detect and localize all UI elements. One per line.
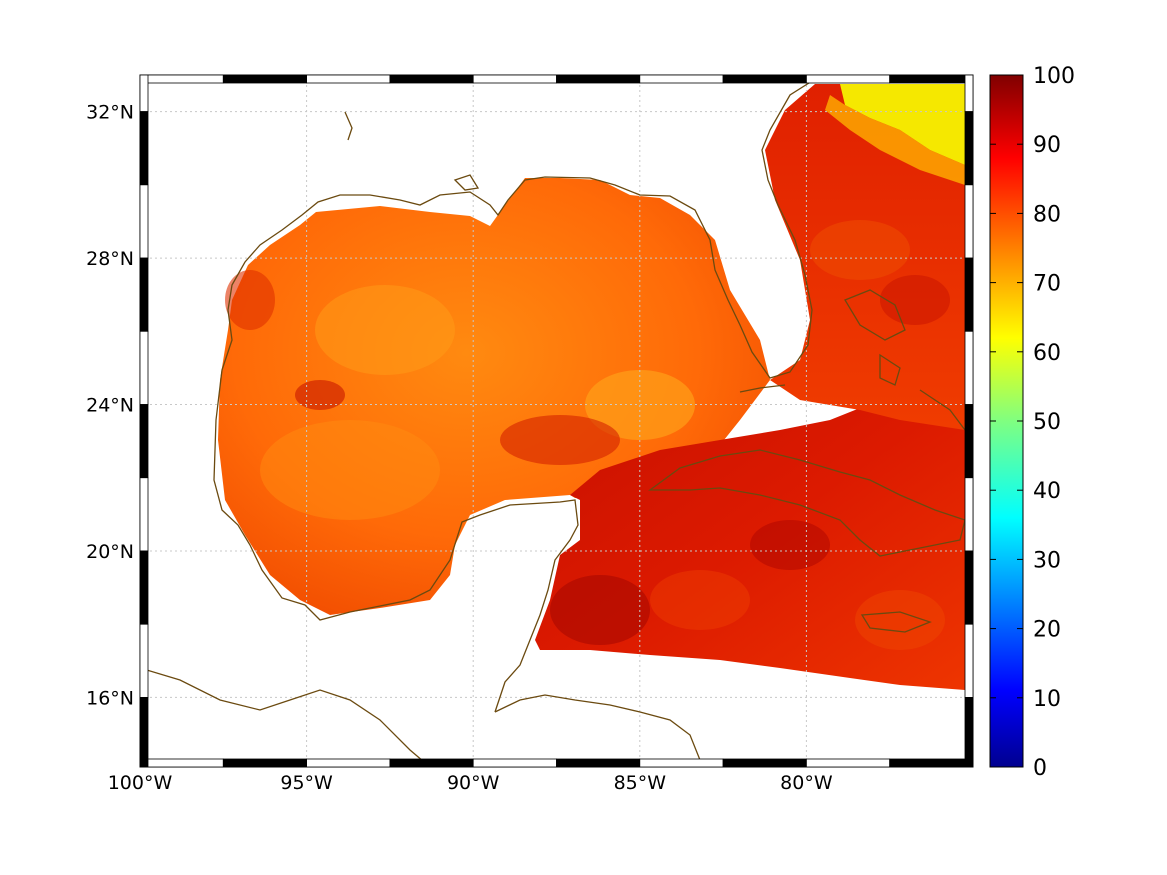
coast-bahamas (844, 289, 906, 341)
colorbar-tick-label: 40 (1033, 479, 1061, 504)
frame-bar-segment (806, 74, 891, 84)
frame-bar-segment (964, 111, 974, 186)
lon-tick-label: 80°W (780, 772, 833, 794)
swirl-dark (225, 270, 275, 330)
frame-bar-segment (964, 477, 974, 552)
frame-bar-segment (556, 74, 641, 84)
frame-bar-segment (639, 74, 724, 84)
coast-bahamas (919, 389, 966, 431)
lat-tick-label: 16°N (86, 687, 134, 709)
lon-tick-label: 90°W (447, 772, 500, 794)
frame-bar-segment (139, 330, 149, 405)
colorbar-tick-label: 10 (1033, 687, 1061, 712)
frame-bar-segment (964, 697, 974, 768)
atl-light (810, 220, 910, 280)
colorbar-tick-label: 80 (1033, 202, 1061, 227)
frame-bar-segment (964, 74, 974, 113)
frame-bar-segment (222, 758, 308, 768)
lat-tick-labels: 32°N 28°N 24°N 20°N 16°N (86, 102, 134, 710)
frame-bar-segment (222, 74, 308, 84)
lon-tick-label: 95°W (280, 772, 333, 794)
colorbar-tick-label: 90 (1033, 133, 1061, 158)
frame-bar-segment (139, 623, 149, 698)
frame-bar-segment (472, 74, 557, 84)
frame-bar-segment (556, 758, 641, 768)
lon-tick-label: 100°W (108, 772, 173, 794)
carib-dark (550, 575, 650, 645)
coast-cuba (648, 449, 966, 557)
lat-tick-label: 20°N (86, 541, 134, 563)
colorbar-tick-label: 20 (1033, 618, 1061, 643)
coast-central-america (140, 667, 431, 767)
frame-bar-segment (389, 758, 474, 768)
coast-gulf (213, 75, 821, 713)
frame-bar-segment (889, 758, 974, 768)
data-field (218, 84, 965, 690)
atlantic-yellow (840, 84, 965, 165)
coast-islands (344, 111, 353, 141)
frame-bar-segment (639, 758, 724, 768)
atl-dark (880, 275, 950, 325)
frame-bar-segment (139, 404, 149, 479)
coastlines (140, 75, 966, 767)
swirl-dark (295, 380, 345, 410)
lon-tick-label: 85°W (614, 772, 667, 794)
frame-bar-segment (472, 758, 557, 768)
frame-bar-segment (139, 111, 149, 186)
lat-tick-label: 24°N (86, 395, 134, 417)
coast-keys (739, 384, 786, 393)
frame-bar-segment (806, 758, 891, 768)
colorbar-tick-label: 60 (1033, 341, 1061, 366)
carib-dark (750, 520, 830, 570)
frame-bar-segment (889, 74, 974, 84)
lat-tick-label: 32°N (86, 102, 134, 124)
swirl-light (315, 285, 455, 375)
swirl-light (260, 420, 440, 520)
swirl-dark (500, 415, 620, 465)
frame-bar-segment (964, 623, 974, 698)
frame-bar-segment (964, 184, 974, 259)
lon-tick-labels: 100°W 95°W 90°W 85°W 80°W (108, 772, 833, 794)
frame-bar-segment (139, 758, 224, 768)
frame-bar-segment (964, 257, 974, 332)
frame-bar-segment (139, 550, 149, 625)
colorbar-tick-label: 30 (1033, 548, 1061, 573)
carib-light (650, 570, 750, 630)
map-border-bars (139, 74, 974, 768)
frame-bar-segment (722, 758, 807, 768)
colorbar-tick-label: 50 (1033, 410, 1061, 435)
frame-bar-segment (306, 758, 391, 768)
colorbar-tick-label: 0 (1033, 756, 1047, 781)
frame-bar-segment (722, 74, 807, 84)
frame-bar-segment (139, 257, 149, 332)
frame-bar-segment (139, 697, 149, 768)
atlantic-yellow-edge (825, 95, 965, 185)
frame-bar-segment (139, 184, 149, 259)
coast-bahamas (879, 353, 901, 386)
frame-bar-segment (139, 74, 149, 113)
carib-light (855, 590, 945, 650)
frame-bar-segment (964, 550, 974, 625)
frame-bar-segment (306, 74, 391, 84)
coast-islands (453, 174, 480, 191)
coast-jamaica (860, 611, 932, 633)
colorbar-tick-label: 100 (1033, 64, 1075, 89)
colorbar-tick-label: 70 (1033, 272, 1061, 297)
frame-bar-segment (139, 477, 149, 552)
frame-bar-segment (139, 74, 224, 84)
coast-honduras (494, 694, 701, 761)
frame-bar-segment (389, 74, 474, 84)
lat-tick-label: 28°N (86, 248, 134, 270)
frame-bar-segment (964, 330, 974, 405)
frame-bar-segment (964, 404, 974, 479)
